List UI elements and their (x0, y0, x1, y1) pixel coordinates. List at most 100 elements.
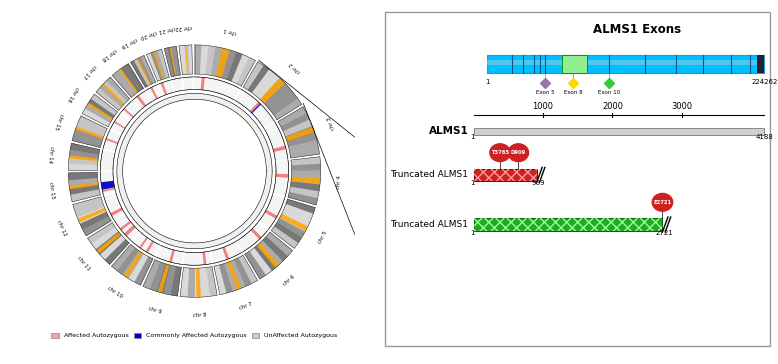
Polygon shape (120, 221, 131, 230)
Polygon shape (216, 48, 230, 78)
Polygon shape (106, 138, 118, 144)
Polygon shape (262, 236, 288, 261)
Polygon shape (87, 102, 113, 120)
Polygon shape (136, 95, 146, 107)
Polygon shape (252, 70, 275, 96)
Polygon shape (76, 122, 105, 138)
Polygon shape (170, 47, 177, 76)
Polygon shape (137, 57, 153, 84)
Polygon shape (214, 265, 226, 295)
Polygon shape (75, 202, 104, 217)
Polygon shape (100, 150, 115, 171)
Polygon shape (229, 260, 246, 289)
Text: chr 9: chr 9 (148, 306, 162, 314)
Polygon shape (70, 143, 100, 155)
Polygon shape (278, 107, 307, 126)
Text: T3765: T3765 (491, 150, 509, 155)
Polygon shape (110, 207, 123, 216)
Polygon shape (105, 239, 129, 265)
Polygon shape (100, 236, 125, 260)
Polygon shape (117, 94, 272, 249)
Text: chr 18: chr 18 (101, 47, 117, 61)
Polygon shape (107, 77, 130, 102)
Polygon shape (194, 77, 240, 100)
Circle shape (508, 144, 528, 162)
Polygon shape (264, 83, 289, 107)
Text: chr 19: chr 19 (120, 36, 138, 48)
Polygon shape (251, 228, 261, 240)
Polygon shape (82, 216, 111, 236)
Polygon shape (278, 107, 320, 158)
FancyBboxPatch shape (385, 12, 770, 346)
Polygon shape (185, 45, 190, 74)
Polygon shape (68, 157, 98, 165)
Polygon shape (82, 108, 110, 127)
Polygon shape (274, 222, 302, 243)
Polygon shape (180, 268, 189, 297)
Polygon shape (279, 213, 308, 232)
Polygon shape (149, 262, 165, 292)
Polygon shape (103, 130, 121, 151)
Text: chr 5: chr 5 (317, 230, 328, 245)
Text: ALMS1 Exons: ALMS1 Exons (593, 23, 681, 36)
Polygon shape (150, 52, 163, 80)
Polygon shape (114, 121, 125, 129)
Text: D909: D909 (510, 150, 526, 155)
Text: chr 15: chr 15 (54, 113, 64, 131)
Text: chr 4: chr 4 (335, 175, 342, 189)
Text: 2000: 2000 (602, 102, 623, 111)
Text: Exon 10: Exon 10 (598, 90, 620, 95)
Polygon shape (124, 64, 144, 91)
Polygon shape (236, 90, 275, 128)
Polygon shape (161, 82, 167, 95)
Polygon shape (170, 266, 181, 296)
Polygon shape (289, 187, 319, 198)
Text: 2721: 2721 (656, 230, 673, 236)
Polygon shape (179, 46, 185, 75)
Polygon shape (133, 91, 152, 109)
Polygon shape (194, 45, 202, 74)
Polygon shape (237, 58, 255, 86)
Polygon shape (205, 46, 216, 75)
Polygon shape (201, 268, 210, 297)
FancyBboxPatch shape (757, 55, 764, 73)
Polygon shape (179, 45, 192, 75)
Polygon shape (247, 66, 269, 93)
Polygon shape (286, 127, 314, 141)
Polygon shape (224, 262, 240, 291)
Polygon shape (287, 133, 317, 147)
Polygon shape (206, 266, 217, 296)
Polygon shape (121, 101, 140, 120)
Polygon shape (88, 99, 115, 119)
Polygon shape (194, 268, 202, 297)
Polygon shape (268, 88, 294, 111)
Polygon shape (131, 55, 156, 87)
Polygon shape (117, 248, 139, 275)
Polygon shape (69, 150, 99, 160)
Polygon shape (150, 87, 158, 99)
FancyBboxPatch shape (487, 55, 764, 73)
Polygon shape (68, 163, 97, 170)
Polygon shape (123, 99, 266, 243)
Text: 1000: 1000 (532, 102, 553, 111)
Polygon shape (69, 155, 98, 161)
Text: chr 13: chr 13 (47, 181, 54, 198)
Polygon shape (291, 176, 321, 185)
Polygon shape (260, 78, 285, 103)
Polygon shape (289, 140, 318, 153)
Polygon shape (221, 50, 236, 79)
Text: 224262: 224262 (751, 79, 777, 85)
Polygon shape (156, 245, 184, 264)
Polygon shape (100, 84, 124, 107)
Polygon shape (194, 45, 255, 86)
Polygon shape (183, 77, 193, 90)
Polygon shape (102, 83, 124, 105)
Polygon shape (112, 72, 135, 98)
Text: chr 22: chr 22 (175, 24, 193, 30)
Polygon shape (78, 208, 106, 222)
Polygon shape (72, 116, 107, 148)
Polygon shape (96, 231, 122, 255)
Polygon shape (276, 174, 289, 178)
Polygon shape (139, 237, 148, 249)
Text: chr 10: chr 10 (107, 285, 124, 299)
